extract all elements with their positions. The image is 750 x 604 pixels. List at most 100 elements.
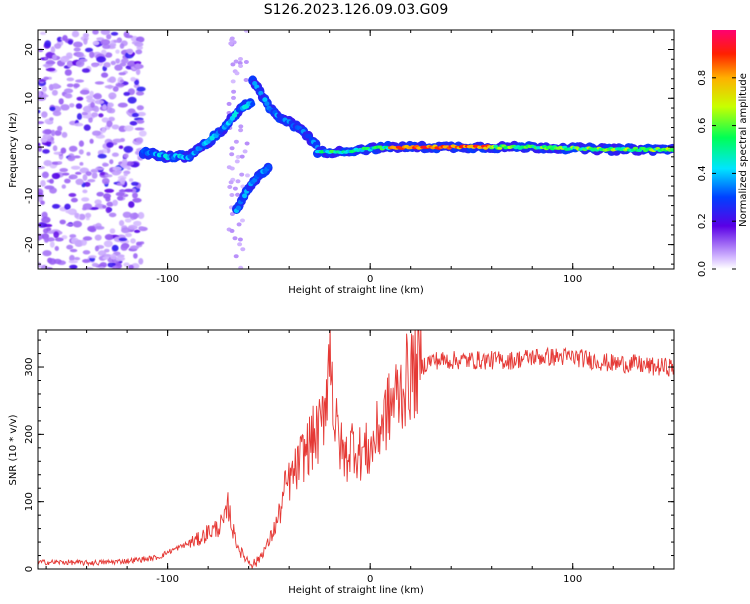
spectrogram-noise-blob xyxy=(45,67,56,72)
spectrogram-noise-blob xyxy=(49,241,55,248)
spectrogram-noise-blob xyxy=(81,197,90,202)
spectrogram-noise-blob xyxy=(100,30,111,35)
spectrogram-noise-blob xyxy=(121,58,129,64)
spectrogram-noise-blob xyxy=(52,83,59,89)
spectrogram-noise-blob xyxy=(123,125,134,132)
spectrogram-noise-blob xyxy=(121,227,131,234)
spectrogram-noise-blob xyxy=(79,89,90,95)
spectrogram-noise-blob xyxy=(119,62,127,67)
spectrogram-noise-blob xyxy=(94,203,105,209)
spectrogram-noise-blob xyxy=(232,236,238,241)
spectrogram-ylabel: Frequency (Hz) xyxy=(8,112,19,188)
spectrogram-noise-blob xyxy=(53,151,63,155)
spectrogram-noise-blob xyxy=(239,172,245,177)
spectrogram-noise-blob xyxy=(87,225,97,232)
spectrogram-noise-blob xyxy=(111,170,121,176)
spectrogram-noise-blob xyxy=(130,77,136,82)
spectrogram-noise-blob xyxy=(102,104,107,111)
spectrogram-noise-blob xyxy=(82,259,91,263)
spectrogram-noise-blob xyxy=(135,137,144,144)
spectrogram-noise-blob xyxy=(230,79,236,84)
spectrogram-noise-blob xyxy=(119,43,125,49)
spectrogram-noise-blob xyxy=(91,262,99,267)
chart-title: S126.2023.126.09.03.G09 xyxy=(264,2,449,18)
spectrogram-noise-blob xyxy=(229,212,235,216)
spectrogram-noise-blob xyxy=(38,142,41,147)
spectrogram-noise-blob xyxy=(46,237,55,242)
spectrogram-noise-blob xyxy=(134,127,145,131)
spectrogram-noise-blob xyxy=(42,250,52,257)
spectrogram-noise-blob xyxy=(126,166,131,171)
spectrogram-noise-blob xyxy=(113,39,120,43)
spectrogram-noise-blob xyxy=(110,31,119,36)
spectrogram-noise-blob xyxy=(89,138,94,144)
spectrogram-noise-blob xyxy=(79,58,88,63)
spectrogram-noise-blob xyxy=(91,172,98,179)
spectrogram-noise-blob xyxy=(133,229,141,233)
spectrogram-noise-blob xyxy=(44,185,55,190)
spectrogram-noise-blob xyxy=(236,222,242,227)
spectrogram-noise-blob xyxy=(53,231,59,239)
spectrogram-noise-blob xyxy=(62,35,68,41)
spectrogram-noise-blob xyxy=(138,130,147,137)
y-tick-label: 20 xyxy=(24,43,35,56)
x-tick-label: 0 xyxy=(367,574,373,585)
spectrogram-noise-blob xyxy=(109,159,114,165)
spectrogram-noise-blob xyxy=(109,228,116,234)
spectrogram-noise-blob xyxy=(120,244,128,251)
tone-core xyxy=(242,193,248,199)
spectrogram-noise-blob xyxy=(234,159,240,164)
spectrogram-noise-blob xyxy=(88,255,97,259)
tone-core xyxy=(250,101,256,107)
spectrogram-noise-blob xyxy=(49,106,56,111)
spectrogram-noise-blob xyxy=(59,219,66,225)
spectrogram-noise-blob xyxy=(82,32,90,38)
spectrogram-noise-blob xyxy=(75,171,82,175)
spectrogram-noise-blob xyxy=(126,161,134,167)
spectrogram-noise-blob xyxy=(231,89,237,94)
spectrogram-noise-blob xyxy=(81,68,90,73)
spectrogram-noise-blob xyxy=(124,188,133,193)
spectrogram-noise-blob xyxy=(112,86,119,92)
spectrogram-noise-blob xyxy=(89,51,95,59)
spectrogram-noise-blob xyxy=(128,201,135,208)
spectrogram-noise-blob xyxy=(238,265,244,269)
spectrogram-noise-blob xyxy=(42,149,50,154)
spectrogram-noise-blob xyxy=(102,205,107,209)
spectrogram-noise-blob xyxy=(235,154,241,159)
spectrogram-noise-blob xyxy=(52,204,60,209)
spectrogram-noise-blob xyxy=(227,185,233,189)
snr-panel: -100 0 100 0 100 200 300 Height of straight li… xyxy=(8,329,675,596)
spectrogram-noise-blob xyxy=(38,234,42,241)
spectrogram-noise-blob xyxy=(57,125,63,132)
spectrogram-noise-blob xyxy=(40,31,47,35)
colorbar-tick-label: 0.2 xyxy=(697,213,708,229)
spectrogram-noise-blob xyxy=(112,138,123,143)
spectrogram-noise-blob xyxy=(243,30,249,33)
spectrogram-noise-blob xyxy=(135,91,145,96)
spectrogram-noise-blob xyxy=(138,258,144,265)
spectrogram-noise-blob xyxy=(86,151,91,156)
spectrogram-noise-blob xyxy=(71,30,80,38)
spectrogram-noise-blob xyxy=(45,60,56,65)
spectrogram-noise-blob xyxy=(101,72,109,78)
spectrogram-noise-blob xyxy=(123,262,130,267)
spectrogram-noise-blob xyxy=(112,265,119,269)
spectrogram-noise-blob xyxy=(127,224,138,230)
spectrogram-noise-blob xyxy=(131,181,139,186)
spectrogram-noise-blob xyxy=(52,110,62,117)
spectrogram-noise-blob xyxy=(67,39,73,45)
spectrogram-noise-blob xyxy=(238,64,244,68)
spectrogram-noise-blob xyxy=(84,181,91,187)
y-tick-label: -20 xyxy=(24,236,35,252)
spectrogram-noise-blob xyxy=(42,133,52,140)
spectrogram-noise-blob xyxy=(233,254,239,259)
spectrogram-noise-blob xyxy=(46,227,52,232)
spectrogram-noise-blob xyxy=(112,199,118,206)
spectrogram-noise-blob xyxy=(106,33,112,40)
spectrogram-noise-blob xyxy=(117,195,124,201)
spectrogram-noise-blob xyxy=(73,122,84,127)
spectrogram-noise-blob xyxy=(130,188,137,194)
spectrogram-noise-blob xyxy=(132,192,138,199)
